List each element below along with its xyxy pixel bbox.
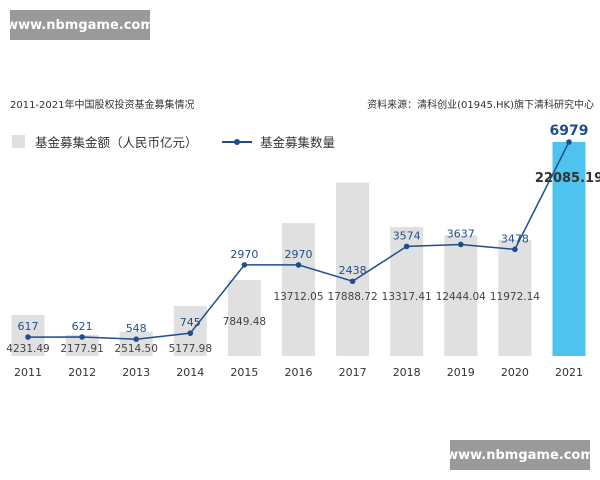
line-point: [241, 262, 248, 268]
line-data-label: 2438: [339, 264, 367, 277]
legend-label-line: 基金募集数量: [260, 135, 336, 150]
bar: [336, 182, 370, 356]
legend-item-line: 基金募集数量: [222, 132, 335, 151]
bar-data-label: 7849.48: [223, 316, 266, 328]
x-tick-label: 2013: [122, 366, 150, 379]
x-tick-label: 2016: [285, 366, 313, 379]
line-data-label: 621: [72, 320, 93, 333]
bar-data-label: 17888.72: [328, 291, 378, 303]
line-point: [512, 246, 518, 253]
chart-title: 2011-2021年中国股权投资基金募集情况: [10, 100, 195, 111]
line-data-label: 2970: [230, 248, 258, 261]
legend-item-bar: 基金募集金额（人民币亿元）: [12, 132, 198, 151]
line-point: [133, 336, 139, 342]
bar-data-label: 2514.50: [114, 343, 157, 355]
bar-data-label: 12444.04: [436, 291, 486, 303]
x-tick-label: 2018: [393, 366, 421, 379]
bar: [65, 334, 99, 356]
line-point: [79, 334, 85, 340]
x-tick-label: 2020: [501, 366, 529, 379]
legend-swatch-bar: [12, 135, 25, 148]
line-data-label: 3574: [393, 229, 421, 242]
bar-data-label: 13712.05: [273, 291, 323, 303]
x-tick-label: 2011: [14, 366, 42, 379]
line-data-label: 617: [18, 320, 39, 333]
legend-swatch-line: [222, 138, 252, 145]
watermark-text: www.nbmgame.com: [446, 447, 594, 463]
x-tick-label: 2019: [447, 366, 475, 379]
line-point: [403, 243, 410, 250]
watermark-top: www.nbmgame.com: [6, 10, 154, 40]
bar: [552, 142, 586, 356]
line-point: [566, 139, 572, 145]
line-point: [349, 278, 356, 285]
bar-data-label: 4231.49: [6, 343, 49, 355]
bar: [282, 223, 315, 356]
bar: [444, 235, 478, 356]
bar-data-label: 13317.41: [382, 291, 432, 303]
watermark-text: www.nbmgame.com: [6, 17, 154, 33]
bar-data-label: 2177.91: [60, 343, 103, 355]
bar-data-label: 5177.98: [169, 343, 212, 355]
line-data-label: 3637: [447, 227, 475, 240]
line-data-label: 548: [126, 322, 147, 335]
x-tick-label: 2012: [68, 366, 96, 379]
line-point: [25, 334, 31, 340]
x-tick-label: 2021: [555, 366, 583, 379]
x-tick-label: 2014: [176, 366, 204, 379]
line-point: [187, 330, 194, 336]
x-tick-label: 2017: [339, 366, 367, 379]
x-tick-label: 2015: [230, 366, 258, 379]
legend-label-bar: 基金募集金额（人民币亿元）: [35, 135, 198, 150]
bar: [119, 331, 153, 356]
line-data-label: 6979: [550, 123, 589, 139]
line-point: [295, 262, 302, 268]
bar-data-label: 11972.14: [490, 291, 540, 303]
watermark-bottom: www.nbmgame.com: [446, 440, 594, 470]
line-data-label: 2970: [285, 248, 313, 261]
bar-data-label: 22085.19: [535, 171, 600, 186]
bar: [498, 239, 532, 356]
line-data-label: 3478: [501, 232, 529, 245]
bar: [227, 279, 261, 356]
chart-source: 资料来源：清科创业(01945.HK)旗下清科研究中心: [367, 100, 594, 111]
line-data-label: 745: [180, 316, 201, 329]
line-point: [458, 241, 464, 248]
